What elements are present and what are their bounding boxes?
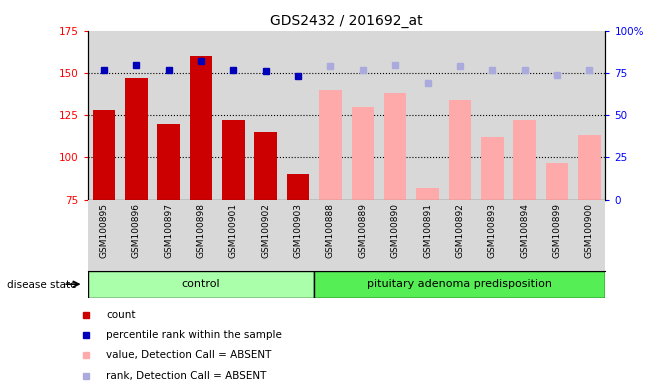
Bar [190, 56, 212, 200]
Title: GDS2432 / 201692_at: GDS2432 / 201692_at [270, 14, 423, 28]
Text: GSM100892: GSM100892 [455, 203, 464, 258]
Bar [449, 100, 471, 200]
Text: GSM100891: GSM100891 [423, 203, 432, 258]
Bar [546, 162, 568, 200]
Bar [88, 271, 314, 298]
Text: GSM100896: GSM100896 [132, 203, 141, 258]
Bar [578, 136, 601, 200]
Bar [513, 120, 536, 200]
Bar [416, 188, 439, 200]
Text: GSM100889: GSM100889 [358, 203, 367, 258]
Text: GSM100894: GSM100894 [520, 203, 529, 258]
Text: value, Detection Call = ABSENT: value, Detection Call = ABSENT [106, 350, 271, 360]
Text: pituitary adenoma predisposition: pituitary adenoma predisposition [367, 279, 552, 289]
Text: GSM100890: GSM100890 [391, 203, 400, 258]
Text: GSM100903: GSM100903 [294, 203, 303, 258]
Text: rank, Detection Call = ABSENT: rank, Detection Call = ABSENT [106, 371, 266, 381]
Bar [314, 271, 605, 298]
Text: count: count [106, 310, 135, 320]
Text: GSM100900: GSM100900 [585, 203, 594, 258]
Text: GSM100895: GSM100895 [100, 203, 109, 258]
Bar [222, 120, 245, 200]
Bar [158, 124, 180, 200]
Text: GSM100893: GSM100893 [488, 203, 497, 258]
Text: GSM100902: GSM100902 [261, 203, 270, 258]
Text: GSM100899: GSM100899 [553, 203, 561, 258]
Text: GSM100888: GSM100888 [326, 203, 335, 258]
Text: GSM100897: GSM100897 [164, 203, 173, 258]
Bar [125, 78, 148, 200]
Text: percentile rank within the sample: percentile rank within the sample [106, 330, 282, 340]
Bar [319, 90, 342, 200]
Text: control: control [182, 279, 221, 289]
Text: GSM100898: GSM100898 [197, 203, 206, 258]
Bar [352, 107, 374, 200]
Text: disease state: disease state [7, 280, 76, 290]
Bar [287, 174, 309, 200]
Bar [481, 137, 503, 200]
Text: GSM100901: GSM100901 [229, 203, 238, 258]
Bar [92, 110, 115, 200]
Bar [255, 132, 277, 200]
Bar [384, 93, 406, 200]
